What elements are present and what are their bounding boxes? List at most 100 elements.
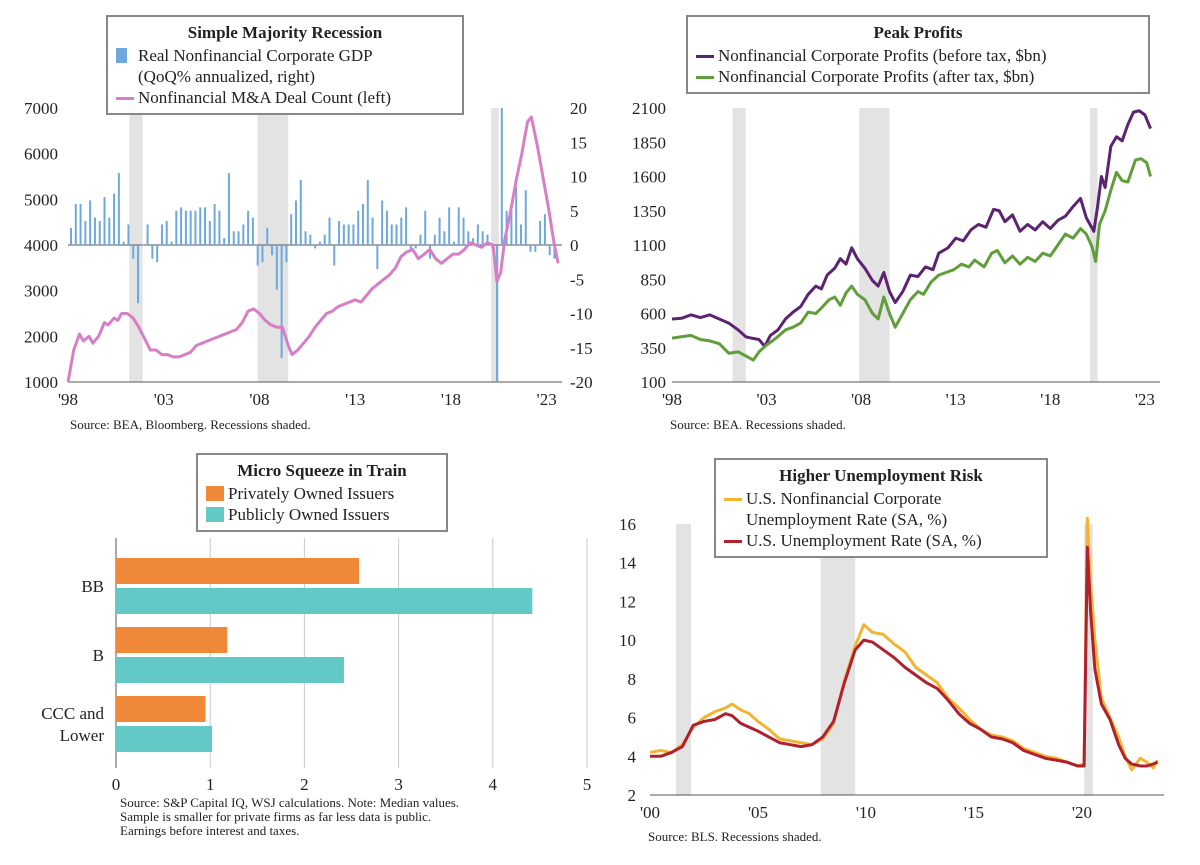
x-tick-label: '08 (851, 390, 871, 409)
gdp-bar (74, 203, 77, 245)
gdp-bar (247, 210, 250, 245)
profits-after-tax-line (671, 157, 1152, 362)
chart-recession-svg: 1000 2000 3000 4000 5000 6000 7000 -20 -15 -10 -5 0… (24, 99, 593, 409)
x-tick-label: '05 (748, 803, 768, 822)
gdp-bar (113, 193, 116, 245)
legend-item-nonfin: U.S. Nonfinancial Corporate (724, 488, 1038, 509)
gdp-bar (510, 210, 513, 245)
y-left-tick-label: 5000 (24, 190, 58, 209)
legend-label: Nonfinancial Corporate Profits (after ta… (718, 67, 1035, 86)
gdp-bar (232, 231, 235, 245)
gdp-bar (357, 210, 360, 245)
recession-band (1090, 108, 1098, 382)
gdp-bar (366, 179, 369, 245)
y-tick-label: 850 (641, 270, 667, 289)
ma-deal-line (66, 115, 560, 383)
chart-unemployment-svg: 2 4 6 8 10 12 14 16 '00 '05 '10 '15 '20 (619, 515, 1164, 822)
chart-title: Peak Profits (873, 23, 963, 42)
gdp-bar (443, 231, 446, 245)
gdp-bar (457, 207, 460, 245)
y-tick-label: 2100 (632, 99, 666, 118)
gdp-bar (137, 245, 140, 304)
legend-label: Nonfinancial M&A Deal Count (left) (138, 88, 392, 107)
x-tick-label: '18 (441, 390, 461, 409)
recession-band (1084, 524, 1093, 795)
gdp-bar (390, 224, 393, 245)
legend-label: Nonfinancial Corporate Profits (before t… (718, 46, 1047, 65)
y-right-tick-label: -10 (570, 305, 593, 324)
legend-item-gdp: Real Nonfinancial Corporate GDP (116, 45, 454, 66)
chart-panel-recession: 1000 2000 3000 4000 5000 6000 7000 -20 -15 -10 -5 0… (0, 0, 600, 440)
y-right-tick-label: -5 (570, 270, 584, 289)
y-right-tick-label: -15 (570, 339, 593, 358)
gdp-bar (524, 190, 527, 245)
gdp-bar (108, 217, 111, 245)
gdp-bar (117, 173, 120, 245)
y-left-tick-label: 2000 (24, 327, 58, 346)
gdp-bar (127, 224, 130, 245)
gdp-bar (529, 245, 532, 252)
gdp-bar (103, 197, 106, 245)
us-unemployment-line (650, 545, 1159, 768)
y-left-tick-label: 7000 (24, 99, 58, 118)
gdp-bar (290, 214, 293, 245)
gdp-bar (160, 224, 163, 245)
gdp-bar (433, 234, 436, 245)
chart-profits-svg: 100 350 600 850 1100 1350 1600 1850 2100 '98 '03 '0… (632, 99, 1160, 409)
gdp-bar (271, 245, 274, 256)
gdp-bar (438, 217, 441, 245)
y-tick-label: 4 (628, 747, 637, 766)
gdp-bar (299, 179, 302, 245)
bar-private (116, 696, 206, 722)
gdp-bar (486, 234, 489, 245)
gdp-bar (314, 245, 317, 249)
gdp-bar (84, 221, 87, 245)
gdp-bar (539, 221, 542, 245)
gdp-bar (98, 221, 101, 245)
gdp-bar (146, 224, 149, 245)
legend-unemployment: Higher Unemployment Risk U.S. Nonfinanci… (714, 458, 1048, 558)
gdp-bar (328, 217, 331, 245)
gdp-bar (481, 231, 484, 245)
x-tick-label: '15 (964, 803, 984, 822)
legend-item-ma: Nonfinancial M&A Deal Count (left) (116, 87, 454, 108)
gdp-bar (93, 217, 96, 245)
gdp-bar (175, 210, 178, 245)
chart-panel-unemployment: 2 4 6 8 10 12 14 16 '00 '05 '10 '15 '20 Higher Unemp… (600, 440, 1200, 865)
x-tick-label: '23 (537, 390, 557, 409)
gdp-bar (275, 245, 278, 290)
gdp-bar (414, 245, 417, 249)
gdp-bar (285, 245, 288, 263)
legend-item-us: U.S. Unemployment Rate (SA, %) (724, 530, 1038, 551)
x-tick-label: 4 (489, 775, 498, 794)
gdp-bar (452, 241, 455, 245)
category-label: CCC and (41, 704, 104, 723)
y-tick-label: 12 (619, 592, 636, 611)
bar-private (116, 558, 360, 584)
gdp-bar (70, 227, 72, 245)
gdp-bar (237, 231, 240, 245)
y-tick-label: 14 (619, 554, 637, 573)
gdp-bar (256, 245, 259, 266)
source-note: Source: S&P Capital IQ, WSJ calculations… (120, 796, 459, 838)
y-tick-label: 1600 (632, 168, 666, 187)
legend-swatch-before-tax (696, 55, 714, 58)
gdp-bar (371, 217, 374, 245)
chart-panel-profits: 100 350 600 850 1100 1350 1600 1850 2100 '98 '03 '0… (600, 0, 1200, 440)
gdp-bar (534, 245, 537, 252)
legend-swatch-nonfin (724, 498, 742, 501)
gdp-bar (342, 224, 345, 245)
gdp-bar (467, 231, 470, 245)
chart-title: Simple Majority Recession (187, 23, 383, 42)
legend-profits: Peak Profits Nonfinancial Corporate Prof… (686, 15, 1150, 94)
chart-title: Higher Unemployment Risk (779, 466, 983, 485)
y-tick-label: 8 (628, 670, 637, 689)
legend-item-nonfin-cont: Unemployment Rate (SA, %) (724, 509, 1038, 530)
legend-item-before-tax: Nonfinancial Corporate Profits (before t… (696, 45, 1140, 66)
gdp-bar (294, 200, 297, 245)
bar-public (116, 588, 533, 614)
gdp-bar (409, 245, 412, 252)
gdp-bar (122, 241, 125, 245)
legend-label: Privately Owned Issuers (228, 484, 395, 503)
